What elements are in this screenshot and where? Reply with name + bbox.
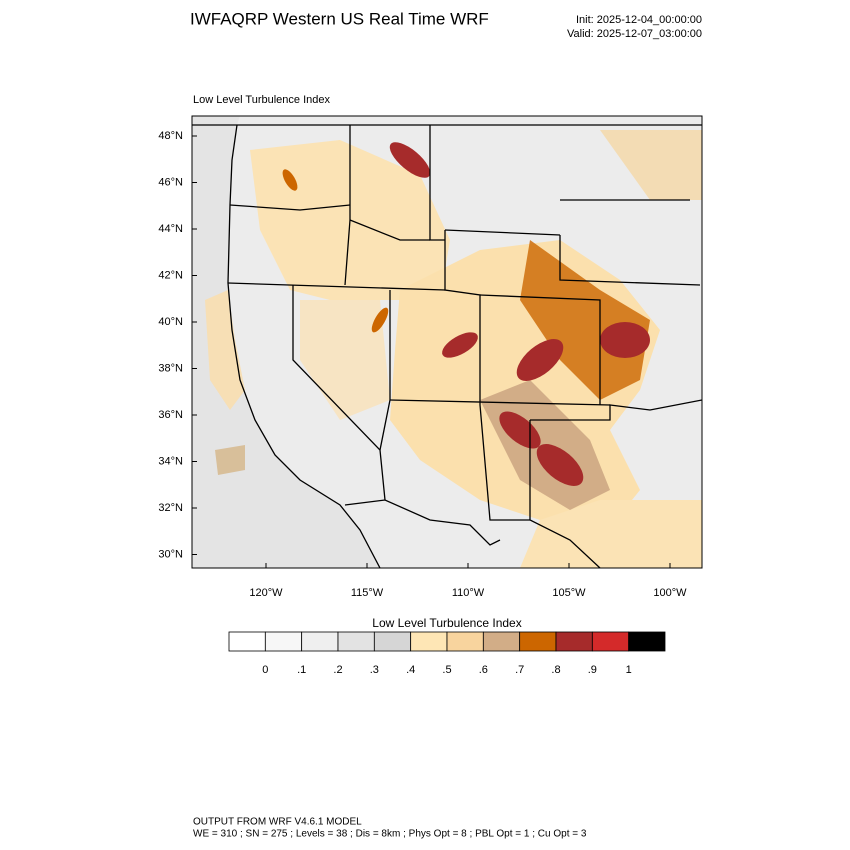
colorbar: 0 .1 .2 .3 .4 .5 .6 .7 .8 .9 1 bbox=[228, 631, 666, 676]
high-region bbox=[600, 322, 650, 358]
state-border bbox=[529, 420, 601, 568]
lat-label: 42°N bbox=[158, 269, 183, 281]
title: IWFAQRP Western US Real Time WRF bbox=[190, 9, 489, 28]
colorbar-label: .6 bbox=[479, 664, 488, 676]
colorbar-box bbox=[482, 631, 521, 652]
state-border bbox=[292, 285, 386, 501]
colorbar-title: Low Level Turbulence Index bbox=[372, 616, 521, 630]
high-region bbox=[389, 142, 431, 178]
lon-label: 115°W bbox=[351, 587, 384, 599]
state-border bbox=[444, 229, 561, 236]
lat-label: 48°N bbox=[158, 130, 183, 142]
state-border bbox=[229, 204, 351, 211]
map-frame bbox=[191, 115, 703, 569]
init-time: Init: 2025-12-04_00:00:00 bbox=[576, 14, 702, 26]
colorbar-label: .2 bbox=[333, 664, 342, 676]
lat-label: 30°N bbox=[158, 548, 183, 560]
orange-region bbox=[371, 307, 389, 333]
tan-region bbox=[520, 500, 702, 568]
borders bbox=[192, 124, 702, 568]
colorbar-label: 0 bbox=[262, 664, 268, 676]
map-field bbox=[192, 116, 702, 568]
colorbar-box bbox=[591, 631, 630, 652]
lon-label: 120°W bbox=[249, 587, 283, 599]
lat-label: 32°N bbox=[158, 502, 183, 514]
valid-time: Valid: 2025-12-07_03:00:00 bbox=[567, 28, 702, 40]
colorbar-label: .7 bbox=[515, 664, 524, 676]
state-border bbox=[389, 399, 611, 406]
lon-label: 105°W bbox=[552, 587, 586, 599]
orange-region bbox=[282, 169, 298, 191]
colorbar-box bbox=[519, 631, 557, 652]
colorbar-box bbox=[555, 631, 593, 652]
lat-label: 36°N bbox=[158, 409, 183, 421]
colorbar-label: .8 bbox=[551, 664, 560, 676]
lat-label: 38°N bbox=[158, 362, 183, 374]
colorbar-box bbox=[628, 631, 666, 652]
colorbar-label: .3 bbox=[370, 664, 379, 676]
tan-region bbox=[600, 130, 702, 200]
colorbar-box bbox=[264, 631, 303, 652]
footer-line: WE = 310 ; SN = 275 ; Levels = 38 ; Dis … bbox=[193, 829, 587, 840]
colorbar-box bbox=[373, 631, 412, 652]
lon-label: 100°W bbox=[653, 587, 687, 599]
footer-line: OUTPUT FROM WRF V4.6.1 MODEL bbox=[193, 817, 362, 828]
state-border bbox=[479, 404, 530, 521]
state-border bbox=[479, 294, 601, 405]
map-subtitle: Low Level Turbulence Index bbox=[193, 94, 330, 106]
high-region bbox=[442, 332, 478, 358]
colorbar-box bbox=[337, 631, 375, 652]
colorbar-label: .9 bbox=[588, 664, 597, 676]
colorbar-box bbox=[301, 631, 339, 652]
state-border bbox=[349, 219, 430, 241]
state-border bbox=[444, 230, 481, 405]
state-border bbox=[227, 282, 446, 291]
coastal-band bbox=[205, 290, 245, 410]
colorbar-label: .5 bbox=[442, 664, 451, 676]
state-border bbox=[530, 399, 702, 421]
high-region bbox=[516, 339, 564, 381]
lat-label: 34°N bbox=[158, 455, 183, 467]
high-region bbox=[536, 444, 584, 486]
mexico-border bbox=[344, 499, 501, 546]
lon-label: 110°W bbox=[452, 587, 485, 599]
state-border bbox=[559, 235, 701, 286]
colorbar-label: .4 bbox=[406, 664, 415, 676]
colorbar-label: .1 bbox=[297, 664, 306, 676]
colorbar-label: 1 bbox=[626, 664, 632, 676]
colorbar-box bbox=[228, 631, 266, 652]
lat-label: 40°N bbox=[158, 316, 183, 328]
lat-label: 44°N bbox=[158, 223, 183, 235]
colorbar-box bbox=[410, 631, 448, 652]
orange-region bbox=[520, 240, 650, 400]
offshore-patch bbox=[215, 445, 245, 475]
lat-label: 46°N bbox=[158, 176, 183, 188]
coastline bbox=[227, 124, 381, 568]
colorbar-box bbox=[446, 631, 484, 652]
